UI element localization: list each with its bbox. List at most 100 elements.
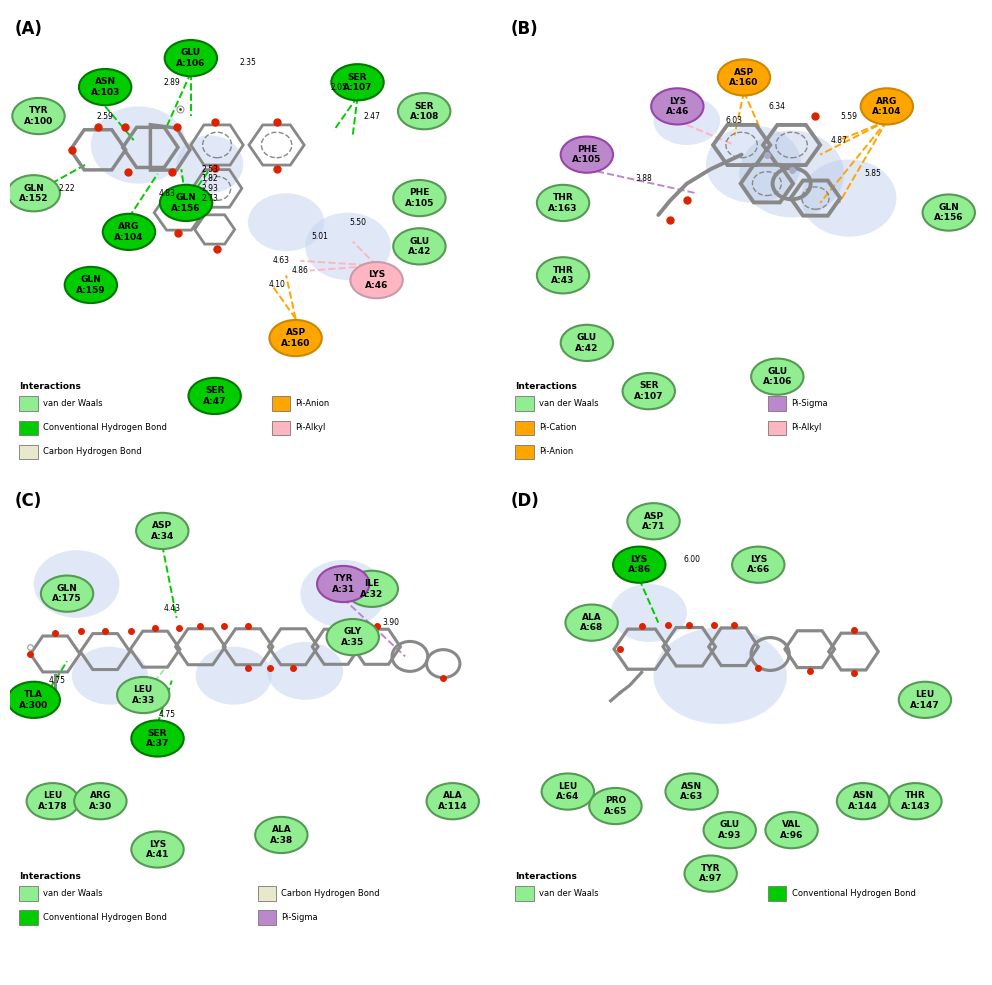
Text: 6.00: 6.00 <box>683 556 700 564</box>
Text: 6.03: 6.03 <box>726 116 743 125</box>
Ellipse shape <box>270 320 321 357</box>
Text: LEU
A:147: LEU A:147 <box>910 690 939 709</box>
Ellipse shape <box>326 619 379 655</box>
Ellipse shape <box>331 64 384 100</box>
Ellipse shape <box>837 783 889 820</box>
Text: GLN
A:152: GLN A:152 <box>19 183 49 203</box>
FancyBboxPatch shape <box>258 886 276 900</box>
Ellipse shape <box>684 856 737 891</box>
Text: ASN
A:144: ASN A:144 <box>848 792 878 811</box>
Text: 4.63: 4.63 <box>273 256 290 265</box>
Ellipse shape <box>899 682 951 718</box>
Text: ASN
A:63: ASN A:63 <box>680 782 703 801</box>
Ellipse shape <box>195 647 272 704</box>
Ellipse shape <box>666 773 718 810</box>
Ellipse shape <box>627 503 680 540</box>
Text: GLN
A:156: GLN A:156 <box>172 193 200 213</box>
FancyBboxPatch shape <box>516 444 534 459</box>
Text: Pi-Anion: Pi-Anion <box>540 447 573 456</box>
Text: van der Waals: van der Waals <box>44 399 103 408</box>
Ellipse shape <box>889 783 941 820</box>
Text: PHE
A:105: PHE A:105 <box>405 188 434 208</box>
Ellipse shape <box>706 126 802 203</box>
Text: THR
A:143: THR A:143 <box>901 792 930 811</box>
FancyBboxPatch shape <box>20 444 38 459</box>
Ellipse shape <box>8 682 60 718</box>
FancyBboxPatch shape <box>272 396 290 411</box>
Text: LEU
A:178: LEU A:178 <box>38 792 67 811</box>
Text: Carbon Hydrogen Bond: Carbon Hydrogen Bond <box>282 888 380 898</box>
Text: GLN
A:175: GLN A:175 <box>53 584 82 604</box>
Text: 4.87: 4.87 <box>830 136 848 145</box>
Ellipse shape <box>317 566 369 602</box>
Ellipse shape <box>301 559 386 627</box>
FancyBboxPatch shape <box>768 421 786 435</box>
FancyBboxPatch shape <box>20 421 38 435</box>
Ellipse shape <box>188 378 241 414</box>
Text: ALA
A:68: ALA A:68 <box>580 613 603 632</box>
Text: GLU
A:93: GLU A:93 <box>718 821 741 840</box>
Text: TYR
A:97: TYR A:97 <box>699 864 722 884</box>
Ellipse shape <box>923 194 975 230</box>
Text: PHE
A:105: PHE A:105 <box>572 145 601 164</box>
Text: Pi-Cation: Pi-Cation <box>540 424 576 432</box>
FancyBboxPatch shape <box>20 396 38 411</box>
Ellipse shape <box>732 547 785 583</box>
Text: ALA
A:114: ALA A:114 <box>437 792 467 811</box>
Text: 4.83: 4.83 <box>159 189 176 198</box>
Text: VAL
A:96: VAL A:96 <box>780 821 804 840</box>
Text: Interactions: Interactions <box>516 382 577 391</box>
Text: LYS
A:86: LYS A:86 <box>628 555 651 574</box>
Ellipse shape <box>654 97 720 145</box>
Text: GLU
A:106: GLU A:106 <box>177 48 205 68</box>
Text: LYS
A:46: LYS A:46 <box>666 97 689 116</box>
Text: van der Waals: van der Waals <box>540 888 599 898</box>
Text: 2.73: 2.73 <box>201 194 218 203</box>
FancyBboxPatch shape <box>768 396 786 411</box>
FancyBboxPatch shape <box>516 886 534 900</box>
Ellipse shape <box>703 812 756 848</box>
Ellipse shape <box>537 185 589 221</box>
Text: 4.43: 4.43 <box>164 604 181 613</box>
Ellipse shape <box>165 40 217 76</box>
Text: SER
A:107: SER A:107 <box>343 73 372 92</box>
Ellipse shape <box>306 213 391 280</box>
Text: Pi-Anion: Pi-Anion <box>296 399 330 408</box>
Ellipse shape <box>34 551 119 618</box>
Text: SER
A:107: SER A:107 <box>634 381 664 401</box>
Ellipse shape <box>177 135 243 193</box>
Text: LYS
A:46: LYS A:46 <box>365 271 388 290</box>
Text: GLN
A:159: GLN A:159 <box>76 275 106 295</box>
Ellipse shape <box>27 783 79 820</box>
Text: Pi-Sigma: Pi-Sigma <box>282 913 318 922</box>
FancyBboxPatch shape <box>768 886 786 900</box>
Ellipse shape <box>12 98 64 134</box>
Ellipse shape <box>654 627 787 724</box>
FancyBboxPatch shape <box>272 421 290 435</box>
Text: Interactions: Interactions <box>20 382 81 391</box>
Ellipse shape <box>136 513 188 549</box>
Text: 2.22: 2.22 <box>59 184 75 193</box>
Text: LEU
A:64: LEU A:64 <box>557 782 579 801</box>
Text: SER
A:108: SER A:108 <box>410 101 438 121</box>
Text: Pi-Alkyl: Pi-Alkyl <box>792 424 822 432</box>
Text: Conventional Hydrogen Bond: Conventional Hydrogen Bond <box>44 913 167 922</box>
Text: TYR
A:100: TYR A:100 <box>24 106 54 126</box>
Ellipse shape <box>560 137 613 172</box>
FancyBboxPatch shape <box>258 910 276 925</box>
Text: THR
A:43: THR A:43 <box>552 266 574 285</box>
Ellipse shape <box>248 193 324 251</box>
Text: TYR
A:31: TYR A:31 <box>331 574 355 594</box>
Text: (B): (B) <box>511 20 539 37</box>
Text: Interactions: Interactions <box>516 872 577 881</box>
Ellipse shape <box>565 605 618 640</box>
Text: van der Waals: van der Waals <box>44 888 103 898</box>
Text: PRO
A:65: PRO A:65 <box>604 796 627 816</box>
Text: 5.59: 5.59 <box>840 111 857 120</box>
Text: ASP
A:71: ASP A:71 <box>642 511 666 531</box>
Text: ARG
A:104: ARG A:104 <box>114 223 144 241</box>
Ellipse shape <box>537 257 589 294</box>
Text: 4.75: 4.75 <box>159 710 176 719</box>
Ellipse shape <box>64 267 117 303</box>
Ellipse shape <box>131 720 184 756</box>
